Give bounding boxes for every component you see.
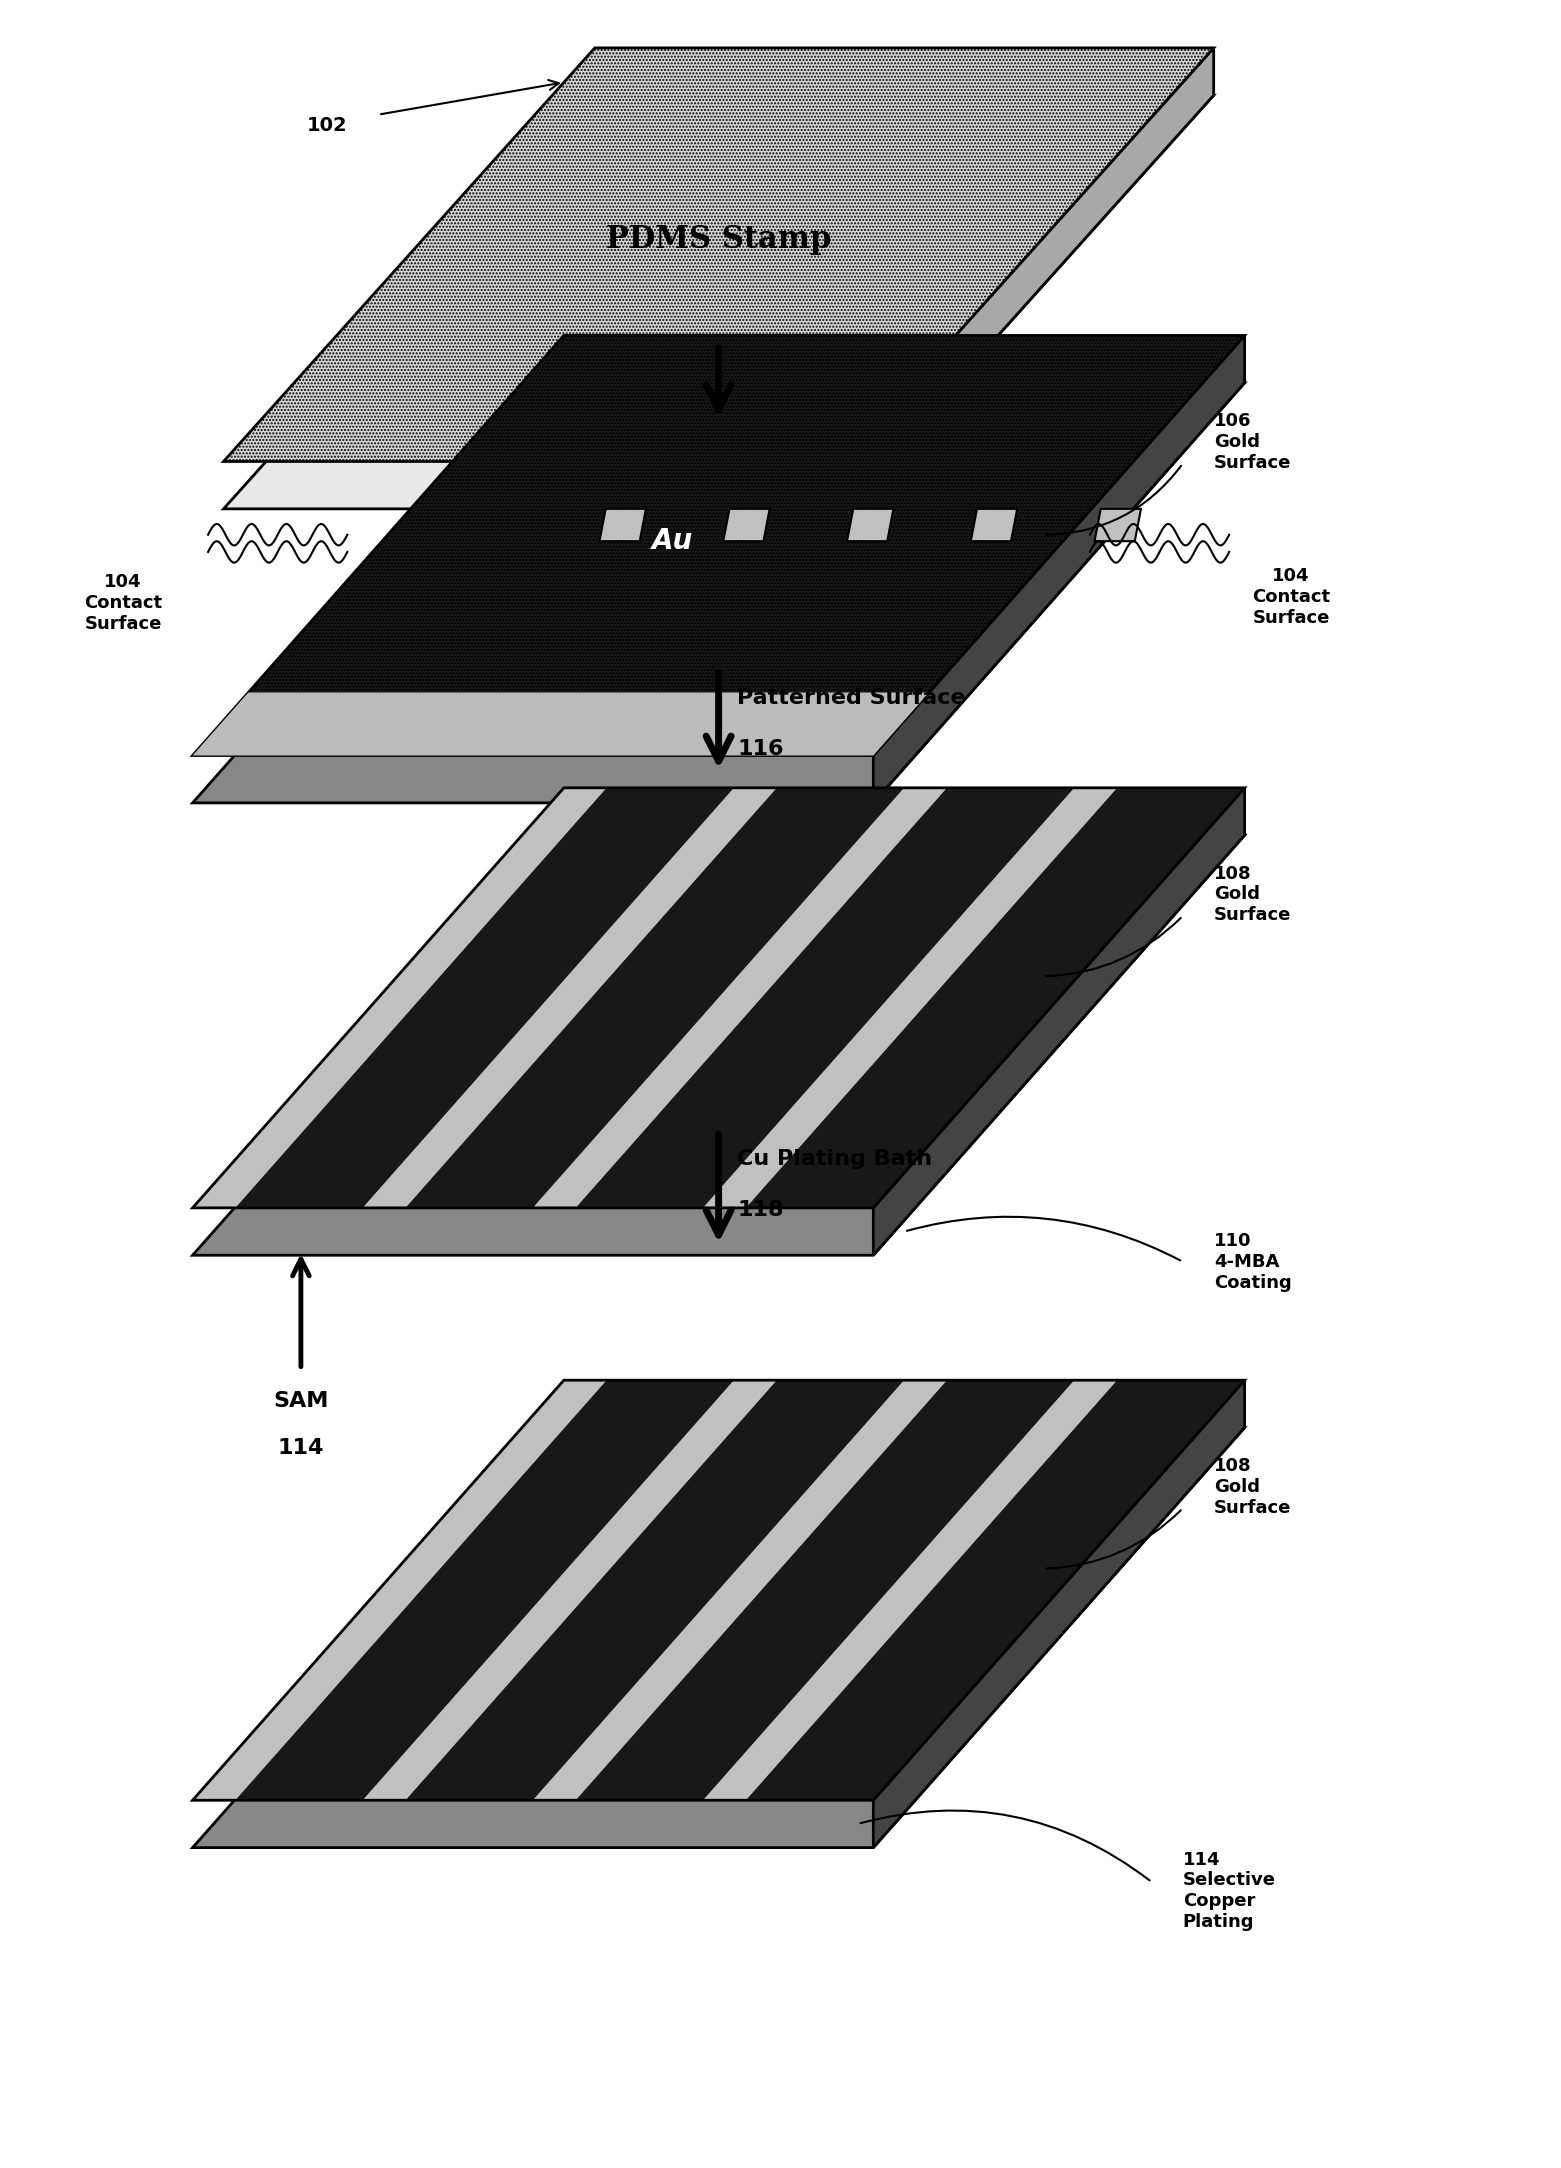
Polygon shape bbox=[192, 1381, 607, 1799]
Text: 104
Contact
Surface: 104 Contact Surface bbox=[84, 575, 162, 633]
Polygon shape bbox=[971, 509, 1018, 542]
Text: 108
Gold
Surface: 108 Gold Surface bbox=[1214, 865, 1291, 924]
Polygon shape bbox=[702, 1381, 1118, 1799]
Polygon shape bbox=[1094, 509, 1141, 542]
Text: 110
4-MBA
Coating: 110 4-MBA Coating bbox=[1214, 1231, 1291, 1292]
Text: 108
Gold
Surface: 108 Gold Surface bbox=[1214, 1457, 1291, 1518]
Polygon shape bbox=[362, 1381, 777, 1799]
Polygon shape bbox=[788, 787, 1202, 1208]
Polygon shape bbox=[873, 1381, 1244, 1847]
Text: 104
Contact
Surface: 104 Contact Surface bbox=[1252, 568, 1330, 627]
Polygon shape bbox=[192, 787, 607, 1208]
Text: 118: 118 bbox=[737, 1201, 784, 1221]
Polygon shape bbox=[873, 336, 1244, 802]
Text: 114
Selective
Copper
Plating: 114 Selective Copper Plating bbox=[1183, 1851, 1275, 1932]
Polygon shape bbox=[192, 384, 1244, 802]
Text: 106
Gold
Surface: 106 Gold Surface bbox=[1214, 412, 1291, 473]
Polygon shape bbox=[192, 1381, 607, 1799]
Polygon shape bbox=[362, 787, 777, 1208]
Polygon shape bbox=[618, 1381, 1032, 1799]
Text: Cu Plating Bath: Cu Plating Bath bbox=[737, 1149, 932, 1169]
Polygon shape bbox=[788, 1381, 1202, 1799]
Polygon shape bbox=[192, 692, 929, 754]
Polygon shape bbox=[362, 1381, 777, 1799]
Text: SAM: SAM bbox=[273, 1392, 328, 1411]
Polygon shape bbox=[192, 1381, 1244, 1799]
Text: 114: 114 bbox=[278, 1437, 325, 1459]
Polygon shape bbox=[723, 509, 770, 542]
Polygon shape bbox=[532, 1381, 948, 1799]
Polygon shape bbox=[532, 787, 948, 1208]
Polygon shape bbox=[192, 787, 607, 1208]
Text: 102: 102 bbox=[306, 115, 347, 134]
Polygon shape bbox=[532, 787, 948, 1208]
Polygon shape bbox=[223, 95, 1214, 509]
Text: PDMS Stamp: PDMS Stamp bbox=[606, 223, 832, 256]
Polygon shape bbox=[192, 336, 1244, 754]
Text: Au: Au bbox=[651, 527, 693, 555]
Polygon shape bbox=[278, 1381, 692, 1799]
Polygon shape bbox=[848, 509, 893, 542]
Polygon shape bbox=[192, 787, 1244, 1208]
Polygon shape bbox=[873, 787, 1244, 1255]
Polygon shape bbox=[223, 48, 1214, 462]
Polygon shape bbox=[702, 787, 1118, 1208]
Polygon shape bbox=[362, 787, 777, 1208]
Polygon shape bbox=[702, 787, 1118, 1208]
Polygon shape bbox=[278, 787, 692, 1208]
Polygon shape bbox=[192, 1427, 1244, 1847]
Polygon shape bbox=[702, 1381, 1118, 1799]
Text: Patterned Surface: Patterned Surface bbox=[737, 687, 966, 707]
Polygon shape bbox=[618, 787, 1032, 1208]
Polygon shape bbox=[192, 835, 1244, 1255]
Polygon shape bbox=[448, 1381, 862, 1799]
Polygon shape bbox=[448, 787, 862, 1208]
Polygon shape bbox=[532, 1381, 948, 1799]
Polygon shape bbox=[599, 509, 646, 542]
Polygon shape bbox=[843, 48, 1214, 509]
Text: 116: 116 bbox=[737, 739, 784, 759]
